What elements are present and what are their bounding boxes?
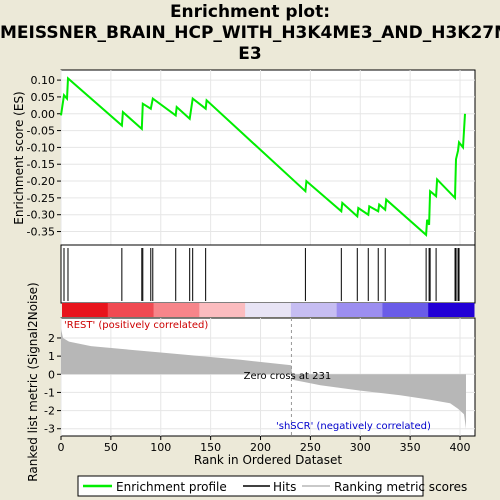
- metric-tick-label: 0: [48, 368, 55, 381]
- metric-tick-label: -1: [44, 386, 55, 399]
- negative-correlation-label: 'shSCR' (negatively correlated): [276, 421, 431, 432]
- rank-colorbar-segment: [336, 303, 383, 317]
- metric-tick-label: -2: [44, 405, 55, 418]
- es-tick-label: -0.20: [27, 175, 55, 188]
- es-tick-label: 0.00: [31, 108, 56, 121]
- x-tick-label: 0: [58, 441, 65, 454]
- legend-label-enrichment-profile: Enrichment profile: [116, 480, 227, 494]
- es-tick-label: 0.05: [31, 91, 56, 104]
- es-tick-label: -0.35: [27, 226, 55, 239]
- x-tick-label: 350: [400, 441, 421, 454]
- enrichment-profile-line: [60, 76, 466, 237]
- chart-title-line-3: E3: [238, 44, 262, 64]
- metric-tick-label: 1: [48, 350, 55, 363]
- x-tick-label: 400: [450, 441, 471, 454]
- x-tick-label: 100: [150, 441, 171, 454]
- rank-colorbar-segment: [428, 303, 475, 317]
- ranking-metric-area: [61, 328, 466, 429]
- es-axis-label: Enrichment score (ES): [12, 91, 26, 224]
- rank-colorbar-segment: [290, 303, 338, 317]
- rank-colorbar-segment: [199, 303, 246, 317]
- rank-colorbar-segment: [107, 303, 155, 317]
- zero-cross-label: Zero cross at 231: [244, 371, 332, 382]
- metric-tick-label: -3: [44, 423, 55, 436]
- metric-tick-label: 2: [48, 332, 55, 345]
- x-tick-label: 200: [250, 441, 271, 454]
- x-tick-label: 300: [350, 441, 371, 454]
- legend-label-hits: Hits: [273, 480, 296, 494]
- es-tick-label: 0.10: [31, 74, 56, 87]
- legend: Enrichment profile Hits Ranking metric s…: [77, 475, 467, 497]
- rank-colorbar-segment: [153, 303, 200, 317]
- es-tick-label: -0.30: [27, 209, 55, 222]
- hits-panel: [60, 244, 476, 304]
- chart-title: Enrichment plot: MEISSNER_BRAIN_HCP_WITH…: [0, 2, 500, 65]
- metric-axis-label: Ranked list metric (Signal2Noise): [26, 282, 40, 481]
- positive-correlation-label: 'REST' (positively correlated): [64, 320, 208, 331]
- rank-colorbar-segment: [382, 303, 429, 317]
- x-tick-label: 50: [104, 441, 118, 454]
- x-tick-label: 250: [300, 441, 321, 454]
- rank-colorbar-segment: [245, 303, 292, 317]
- es-tick-label: -0.10: [27, 141, 55, 154]
- chart-title-line-2: MEISSNER_BRAIN_HCP_WITH_H3K4ME3_AND_H3K2…: [0, 23, 500, 43]
- es-tick-label: -0.15: [27, 158, 55, 171]
- es-tick-label: -0.05: [27, 125, 55, 138]
- x-axis-label: Rank in Ordered Dataset: [194, 453, 342, 467]
- x-tick-label: 150: [200, 441, 221, 454]
- chart-title-line-1: Enrichment plot:: [169, 2, 331, 22]
- rank-colorbar-segment: [62, 303, 109, 317]
- es-tick-label: -0.25: [27, 192, 55, 205]
- legend-label-ranking-metric: Ranking metric scores: [334, 480, 467, 494]
